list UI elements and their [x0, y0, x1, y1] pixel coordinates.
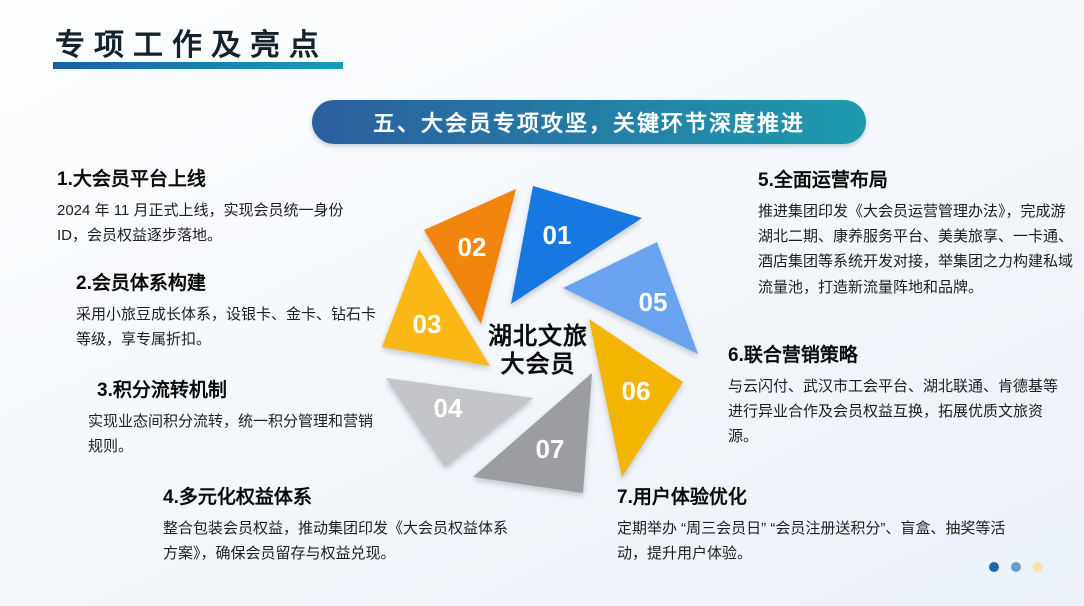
item-heading-5: 5.全面运营布局: [758, 170, 888, 191]
wheel-blade-3: [382, 249, 490, 366]
wheel-blade-5: [563, 242, 698, 354]
title-underline-bar: [53, 62, 343, 69]
wheel-blade-7: [473, 373, 592, 493]
pager-dot-1[interactable]: [989, 562, 999, 572]
item-body-7: 定期举办 “周三会员日” “会员注册送积分”、盲盒、抽奖等活动，提升用户体验。: [617, 520, 1006, 563]
item-heading-1: 1.大会员平台上线: [57, 169, 206, 190]
wheel-center-line1: 湖北文旅: [488, 322, 588, 350]
item-body-6: 与云闪付、武汉市工会平台、湖北联通、肯德基等进行异业合作及会员权益互换，拓展优质…: [728, 378, 1059, 446]
item-block-6: 6.联合营销策略 与云闪付、武汉市工会平台、湖北联通、肯德基等进行异业合作及会员…: [728, 340, 1062, 450]
pager-dots: [989, 562, 1043, 572]
wheel-num-05: 05: [639, 287, 668, 317]
wheel-blade-6: [589, 319, 683, 477]
wheel-blade-2: [424, 189, 516, 324]
wheel-num-03: 03: [413, 309, 442, 339]
section-banner-label: 五、大会员专项攻坚，关键环节深度推进: [372, 111, 805, 136]
wheel-num-04: 04: [434, 393, 463, 423]
item-block-4: 4.多元化权益体系 整合包装会员权益，推动集团印发《大会员权益体系方案》，确保会…: [163, 482, 515, 566]
pager-dot-2[interactable]: [1011, 562, 1021, 572]
item-block-5: 5.全面运营布局 推进集团印发《大会员运营管理办法》，完成游湖北二期、康养服务平…: [758, 165, 1080, 300]
section-banner: 五、大会员专项攻坚，关键环节深度推进: [312, 100, 866, 144]
item-block-7: 7.用户体验优化 定期举办 “周三会员日” “会员注册送积分”、盲盒、抽奖等活动…: [617, 482, 1013, 566]
item-heading-2: 2.会员体系构建: [76, 273, 206, 294]
item-block-3: 3.积分流转机制 实现业态间积分流转，统一积分管理和营销规则。: [88, 375, 383, 459]
item-body-2: 采用小旅豆成长体系，设银卡、金卡、钻石卡等级，享专属折扣。: [76, 306, 377, 349]
item-heading-4: 4.多元化权益体系: [163, 487, 312, 508]
pinwheel-diagram: 01 02 03 04 05 06 07 湖北文旅 大会员: [382, 186, 698, 493]
item-block-2: 2.会员体系构建 采用小旅豆成长体系，设银卡、金卡、钻石卡等级，享专属折扣。: [76, 268, 378, 352]
slide-title: 专项工作及亮点: [55, 29, 328, 62]
wheel-blade-4: [386, 378, 533, 467]
item-body-4: 整合包装会员权益，推动集团印发《大会员权益体系方案》，确保会员留存与权益兑现。: [163, 520, 509, 563]
wheel-num-02: 02: [458, 232, 487, 262]
wheel-num-01: 01: [543, 220, 572, 250]
item-block-1: 1.大会员平台上线 2024 年 11 月正式上线，实现会员统一身份 ID，会员…: [57, 164, 359, 248]
pager-dot-3[interactable]: [1033, 562, 1043, 572]
item-body-3: 实现业态间积分流转，统一积分管理和营销规则。: [88, 413, 374, 456]
wheel-center-line2: 大会员: [501, 350, 576, 378]
item-body-5: 推进集团印发《大会员运营管理办法》，完成游湖北二期、康养服务平台、美美旅享、一卡…: [758, 203, 1074, 296]
wheel-num-07: 07: [536, 434, 565, 464]
item-heading-7: 7.用户体验优化: [617, 487, 747, 508]
item-body-1: 2024 年 11 月正式上线，实现会员统一身份 ID，会员权益逐步落地。: [57, 202, 344, 245]
wheel-num-06: 06: [622, 376, 651, 406]
item-heading-3: 3.积分流转机制: [97, 380, 227, 401]
wheel-blade-1: [511, 186, 642, 304]
item-heading-6: 6.联合营销策略: [728, 345, 858, 366]
